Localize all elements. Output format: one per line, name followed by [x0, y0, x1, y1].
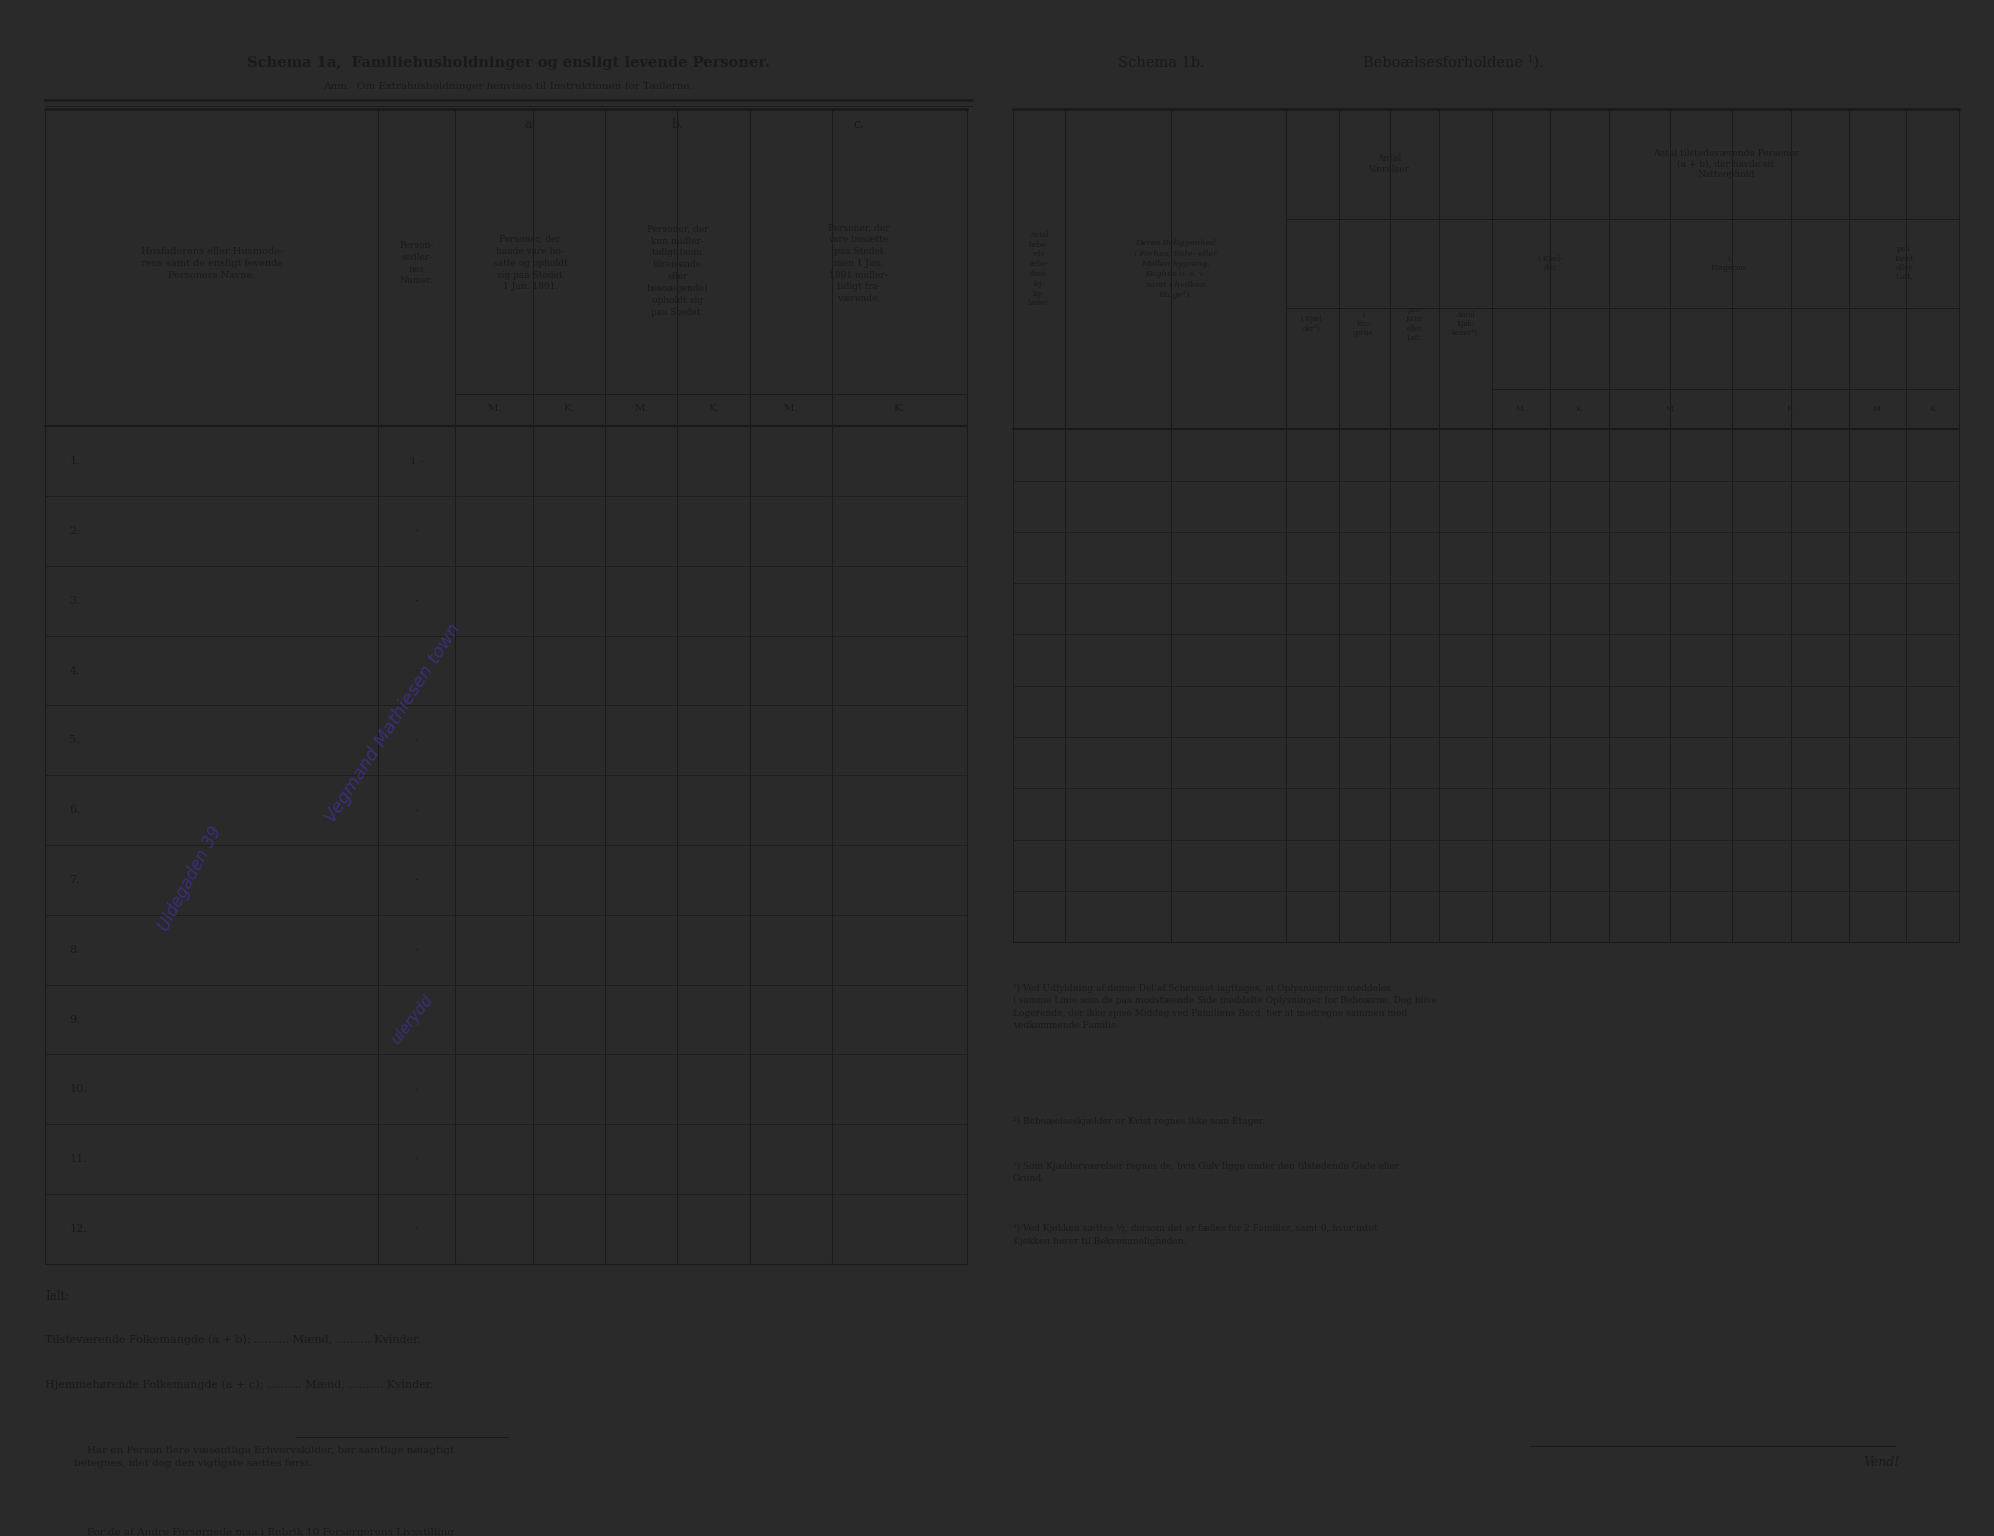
Text: K.: K. — [1787, 406, 1795, 413]
Text: -: - — [415, 1015, 419, 1025]
Text: Vend!: Vend! — [1864, 1456, 1900, 1470]
Text: For de af Andre Forsørgede maa i Rubrik 10 Forsørgerens Livsstilling
nøiagtigt a: For de af Andre Forsørgede maa i Rubrik … — [74, 1528, 455, 1536]
Text: K.: K. — [708, 404, 720, 413]
Text: -: - — [415, 945, 419, 954]
Text: M.: M. — [487, 404, 500, 413]
Text: 3.: 3. — [70, 596, 80, 605]
Text: -: - — [415, 876, 419, 885]
Text: Personer, der
kun midler-
tidigt (som
tilreisende
eller
besoægende)
opholdt sig
: Personer, der kun midler- tidigt (som ti… — [646, 224, 708, 316]
Text: i
Etagerne.: i Etagerne. — [1711, 255, 1749, 272]
Text: paa
Kvist
eller
Loft.: paa Kvist eller Loft. — [1406, 306, 1424, 343]
Text: Deres Beliggenhed
i Forhus, Side- eller
Mellembygning,
Baghus o. s. v.
samt i hv: Deres Beliggenhed i Forhus, Side- eller … — [1135, 240, 1216, 300]
Text: Uldegaden 39: Uldegaden 39 — [156, 823, 225, 934]
Text: -: - — [415, 527, 419, 536]
Text: 11.: 11. — [70, 1154, 88, 1164]
Text: 1.: 1. — [70, 456, 80, 467]
Text: 9.: 9. — [70, 1014, 80, 1025]
Text: Antal
Kjøk-
kener⁴).: Antal Kjøk- kener⁴). — [1452, 310, 1480, 338]
Text: -: - — [415, 1084, 419, 1094]
Text: 2.: 2. — [70, 525, 80, 536]
Text: 5.: 5. — [70, 736, 80, 745]
Text: K.: K. — [893, 404, 905, 413]
Text: 6.: 6. — [70, 805, 80, 816]
Text: ⁴) Ved Kjøkken sættes ½, dersom det er fælles for 2 Familier, samt 0, hvor intet: ⁴) Ved Kjøkken sættes ½, dersom det er f… — [1013, 1224, 1378, 1246]
Text: i Kjæl-
der²).: i Kjæl- der²). — [1300, 315, 1324, 333]
Text: Hjemmehørende Folkemangde (a + c): .......... Mænd, .......... Kvinder.: Hjemmehørende Folkemangde (a + c): .....… — [46, 1379, 433, 1390]
Text: ¹) Ved Udfyldning af denne Del af Schemaet iagttages, at Oplysningerne meddeles
: ¹) Ved Udfyldning af denne Del af Schema… — [1013, 983, 1436, 1031]
Text: 10.: 10. — [70, 1084, 88, 1094]
Text: -: - — [415, 736, 419, 745]
Text: 8.: 8. — [70, 945, 80, 955]
Text: -: - — [415, 806, 419, 814]
Text: c.: c. — [853, 118, 863, 131]
Text: i
Eta-
gerne.: i Eta- gerne. — [1352, 310, 1376, 338]
Text: ulerydd: ulerydd — [389, 992, 435, 1046]
Text: M.: M. — [1872, 406, 1882, 413]
Text: ³) Som Kjælderværelser regnes de, hvis Gulv ligge under den tilstødende Gade ell: ³) Som Kjælderværelser regnes de, hvis G… — [1013, 1161, 1398, 1183]
Text: 4.: 4. — [70, 665, 80, 676]
Text: -: - — [415, 1155, 419, 1164]
Text: 1 -: 1 - — [411, 456, 423, 465]
Text: Beboælsesforholdene ¹).: Beboælsesforholdene ¹). — [1364, 55, 1543, 71]
Text: Ialt:: Ialt: — [46, 1290, 70, 1304]
Text: -: - — [415, 1224, 419, 1233]
Text: paa
Kvist
eller
Loft.: paa Kvist eller Loft. — [1894, 246, 1914, 281]
Text: 7.: 7. — [70, 876, 80, 885]
Text: ²) Beboæelseskjælder or Kvist regnes ikke som Etager.: ²) Beboæelseskjælder or Kvist regnes ikk… — [1013, 1117, 1264, 1126]
Text: Antal
Værelser: Antal Værelser — [1368, 154, 1410, 174]
Text: M.: M. — [784, 404, 798, 413]
Text: -: - — [415, 667, 419, 676]
Text: M.: M. — [1665, 406, 1675, 413]
Text: Tilsteværende Folkemangde (a + b): .......... Mænd, .......... Kvinder.: Tilsteværende Folkemangde (a + b): .....… — [46, 1335, 421, 1346]
Text: K.: K. — [1575, 406, 1583, 413]
Text: Personer, der
baade vare bo-
satte og opholdt
sig paa Stedet
1 Jan. 1891.: Personer, der baade vare bo- satte og op… — [493, 235, 568, 292]
Text: i Kjæl-
der.: i Kjæl- der. — [1537, 255, 1563, 272]
Text: -: - — [415, 596, 419, 605]
Text: Vegmand Mathiesen town: Vegmand Mathiesen town — [321, 621, 465, 826]
Text: Anm.  Om Extrahusholdninger henvises til Instruktionen for Tællerne.: Anm. Om Extrahusholdninger henvises til … — [323, 83, 694, 92]
Text: M.: M. — [634, 404, 648, 413]
Text: Har en Person flere væsentlige Erhvervskilder, bør samtlige nøiagtigt
betegnes, : Har en Person flere væsentlige Erhvervsk… — [74, 1445, 455, 1467]
Text: Husfaderens eller Husmode-
rens samt de ensligt levende
Personers Navne.: Husfaderens eller Husmode- rens samt de … — [142, 247, 283, 280]
Text: Antal tilstedeværende Personer
(a + b), der havde sit
Natteophold: Antal tilstedeværende Personer (a + b), … — [1653, 149, 1799, 178]
Text: b.: b. — [672, 118, 684, 131]
Text: Personer, der
vare bosætte
paa Stedet
men 1 Jan.
1891 midler-
tidigt fra-
værend: Personer, der vare bosætte paa Stedet me… — [828, 223, 889, 303]
Text: K: K — [1930, 406, 1936, 413]
Text: K.: K. — [562, 404, 574, 413]
Text: Person-
sedler-
nes
Numer.: Person- sedler- nes Numer. — [399, 241, 435, 286]
Text: a.: a. — [524, 118, 536, 131]
Text: Schema 1a,  Familiehusholdninger og ensligt levende Personer.: Schema 1a, Familiehusholdninger og ensli… — [247, 55, 770, 69]
Text: Schema 1b.: Schema 1b. — [1119, 55, 1204, 69]
Text: 12.: 12. — [70, 1224, 88, 1233]
Text: M.: M. — [1515, 406, 1525, 413]
Text: Antal
bebo-
ede
Bebo-
elses-
lej-
lig-
heder.: Antal bebo- ede Bebo- elses- lej- lig- h… — [1027, 230, 1051, 307]
